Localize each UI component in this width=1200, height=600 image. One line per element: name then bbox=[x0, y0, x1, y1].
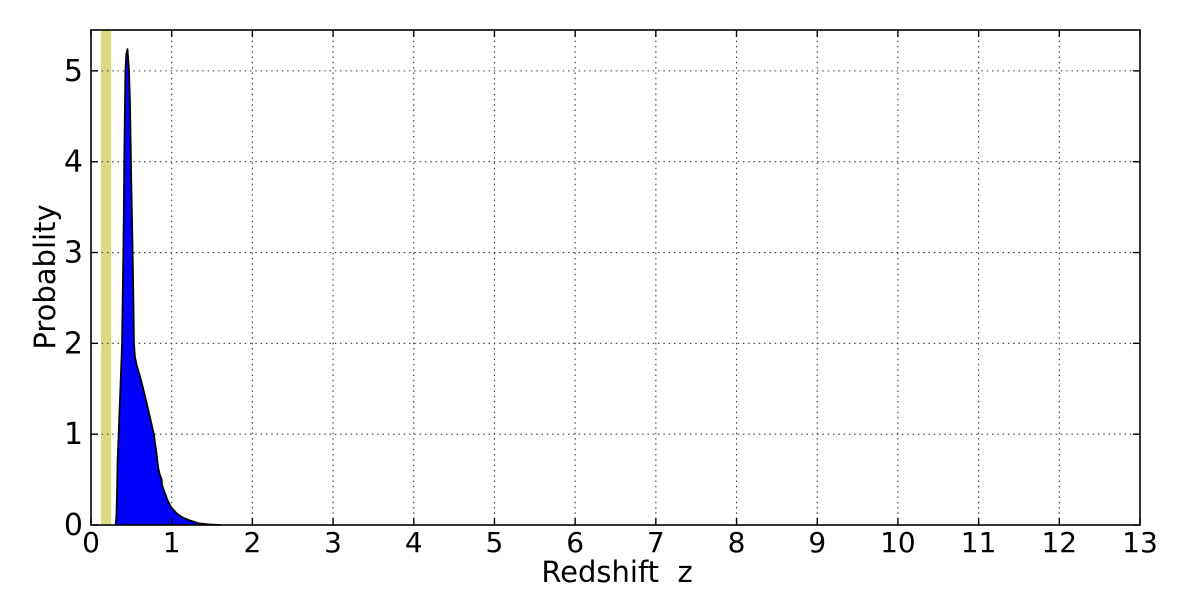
x-tick-label: 8 bbox=[728, 526, 746, 559]
distribution-curve bbox=[114, 48, 221, 526]
y-tick-label: 5 bbox=[64, 54, 83, 89]
y-tick-label: 2 bbox=[64, 326, 83, 361]
grid-layer bbox=[91, 30, 1140, 525]
x-tick-label: 12 bbox=[1041, 526, 1077, 559]
y-tick-label: 0 bbox=[64, 508, 83, 543]
x-tick-label: 10 bbox=[880, 526, 916, 559]
reference-redshift-band bbox=[101, 30, 112, 525]
plot-border bbox=[90, 29, 1141, 526]
series-layer bbox=[114, 48, 221, 526]
x-tick-label: 1 bbox=[163, 526, 181, 559]
x-tick-label: 0 bbox=[82, 526, 100, 559]
x-tick-label: 5 bbox=[486, 526, 504, 559]
x-axis-title: Redshift z bbox=[541, 555, 692, 589]
x-tick-label: 13 bbox=[1122, 526, 1158, 559]
x-tick-label: 11 bbox=[961, 526, 997, 559]
x-tick-label: 4 bbox=[405, 526, 423, 559]
y-tick-label: 1 bbox=[64, 417, 83, 452]
vspan-layer bbox=[101, 30, 112, 525]
y-tick-label: 3 bbox=[64, 236, 83, 271]
distribution-area bbox=[115, 49, 221, 525]
x-tick-label: 6 bbox=[566, 526, 584, 559]
x-tick-label: 2 bbox=[243, 526, 261, 559]
x-tick-label: 3 bbox=[324, 526, 342, 559]
y-tick-label: 4 bbox=[64, 145, 83, 180]
tick-layer bbox=[90, 30, 1141, 526]
x-tick-label: 7 bbox=[647, 526, 665, 559]
y-axis-title: Probablity bbox=[28, 204, 62, 349]
x-tick-label: 9 bbox=[808, 526, 826, 559]
